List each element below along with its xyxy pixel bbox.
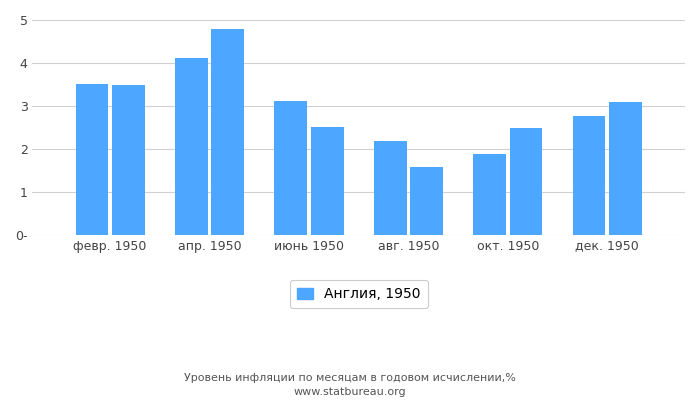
Bar — [374, 141, 407, 235]
Bar — [510, 128, 542, 235]
Bar — [211, 28, 244, 235]
Bar — [311, 127, 344, 235]
Bar — [573, 116, 605, 235]
Bar — [410, 167, 443, 235]
Bar — [473, 154, 506, 235]
Bar — [609, 102, 642, 235]
Bar — [112, 85, 145, 235]
Bar — [175, 58, 208, 235]
Bar — [76, 84, 108, 235]
Bar — [274, 101, 307, 235]
Text: www.statbureau.org: www.statbureau.org — [294, 387, 406, 397]
Legend: Англия, 1950: Англия, 1950 — [290, 280, 428, 308]
Text: Уровень инфляции по месяцам в годовом исчислении,%: Уровень инфляции по месяцам в годовом ис… — [184, 373, 516, 383]
